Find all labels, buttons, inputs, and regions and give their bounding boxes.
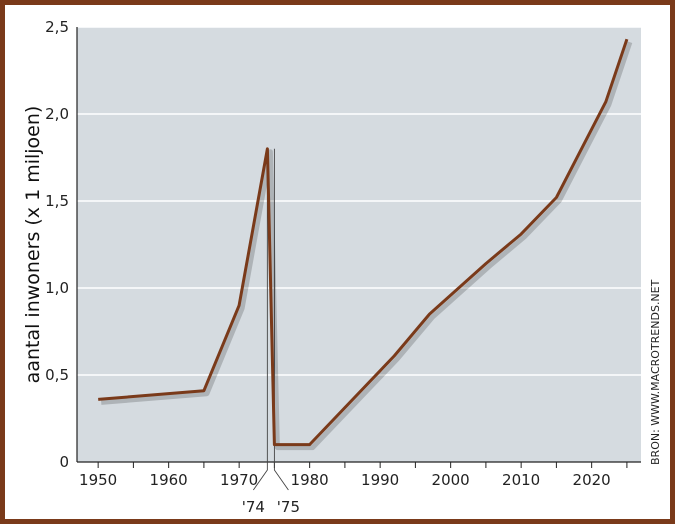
- plot-area: [77, 27, 641, 462]
- annotation-leader: [273, 148, 289, 491]
- x-tick-label: 2000: [432, 471, 470, 489]
- annotations: '74 '75: [242, 148, 300, 516]
- series-line-shadow: [100, 41, 633, 451]
- x-tick-label: 1970: [220, 471, 258, 489]
- y-tick-label: 0: [59, 453, 69, 471]
- series-line: [98, 38, 629, 447]
- x-tick-label: 2010: [502, 471, 540, 489]
- y-tick-label: 2,5: [45, 18, 69, 36]
- x-tick-label: 1980: [291, 471, 329, 489]
- y-tick-label: 1,5: [45, 192, 69, 210]
- annotation-label: '74: [242, 498, 265, 516]
- line-chart: 0 0,5 1,0 1,5 2,0 2,5 1950 1960 1970 1980 1990 2000…: [22, 18, 662, 516]
- x-tick-label: 1950: [79, 471, 117, 489]
- y-tick-label: 2,0: [45, 105, 69, 123]
- x-tick-label: 1990: [361, 471, 399, 489]
- source-credit: BRON: WWW.MACROTRENDS.NET: [649, 279, 662, 465]
- y-axis-label: aantal inwoners (x 1 miljoen): [22, 106, 44, 384]
- x-tick-label: 1960: [150, 471, 188, 489]
- y-tick-label: 1,0: [45, 279, 69, 297]
- chart-frame: 0 0,5 1,0 1,5 2,0 2,5 1950 1960 1970 1980 1990 2000…: [5, 5, 670, 519]
- tick-labels: 0 0,5 1,0 1,5 2,0 2,5 1950 1960 1970 1980 1990 2000…: [45, 18, 611, 489]
- gridlines: [77, 26, 641, 376]
- axes: [76, 27, 641, 468]
- series: [98, 38, 633, 451]
- x-tick-label: 2020: [573, 471, 611, 489]
- y-tick-label: 0,5: [45, 366, 69, 384]
- annotation-label: '75: [277, 498, 300, 516]
- annotation-leader: [252, 148, 268, 491]
